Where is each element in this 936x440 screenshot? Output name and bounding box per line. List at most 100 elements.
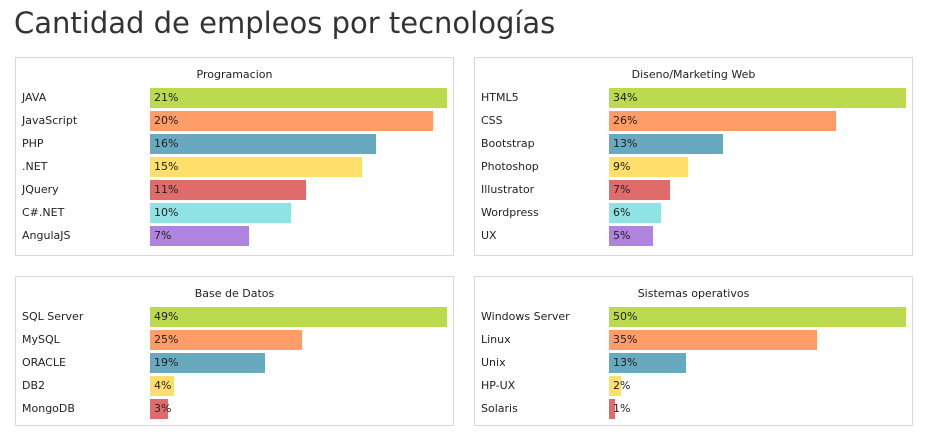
bar-row-javascript: JavaScript 20% (16, 111, 453, 131)
data-label: 25% (154, 333, 179, 346)
data-label: 34% (613, 91, 638, 104)
bar: 2% (609, 376, 630, 396)
data-label: 11% (154, 183, 179, 196)
bar: 35% (609, 330, 817, 350)
bar: 25% (150, 330, 302, 350)
category-label: Unix (481, 356, 506, 369)
bar: 20% (150, 111, 433, 131)
chart-panel-diseno-marketing-web: Diseno/Marketing Web HTML5 34% CSS 26% Boots… (474, 57, 913, 256)
data-label: 15% (154, 160, 179, 173)
category-label: PHP (22, 137, 44, 150)
category-label: SQL Server (22, 310, 84, 323)
data-label: 13% (613, 137, 638, 150)
category-label: DB2 (22, 379, 46, 392)
data-label: 7% (154, 229, 172, 242)
bar-row-html5: HTML5 34% (475, 88, 912, 108)
bar: 26% (609, 111, 836, 131)
bar: 7% (609, 180, 670, 200)
data-label: 19% (154, 356, 179, 369)
bar: 1% (609, 399, 630, 419)
bar-row-illustrator: Illustrator 7% (475, 180, 912, 200)
data-label: 13% (613, 356, 638, 369)
category-label: Linux (481, 333, 511, 346)
category-label: HP-UX (481, 379, 516, 392)
data-label: 1% (613, 402, 631, 415)
bar-row-ux: UX 5% (475, 226, 912, 246)
category-label: JQuery (22, 183, 59, 196)
bar-row-linux: Linux 35% (475, 330, 912, 350)
bar-row-oracle: ORACLE 19% (16, 353, 453, 373)
data-label: 3% (154, 402, 172, 415)
category-label: Solaris (481, 402, 518, 415)
bar-row-bootstrap: Bootstrap 13% (475, 134, 912, 154)
category-label: Windows Server (481, 310, 570, 323)
category-label: JavaScript (22, 114, 78, 127)
category-label: HTML5 (481, 91, 519, 104)
bar-row-net: .NET 15% (16, 157, 453, 177)
bar-row-php: PHP 16% (16, 134, 453, 154)
bar: 50% (609, 307, 906, 327)
bar-row-mongodb: MongoDB 3% (16, 399, 453, 419)
bar: 7% (150, 226, 249, 246)
data-label: 4% (154, 379, 172, 392)
bar: 15% (150, 157, 362, 177)
bar-row-mysql: MySQL 25% (16, 330, 453, 350)
chart-title: Sistemas operativos (637, 287, 750, 300)
chart-panel-base-de-datos: Base de Datos SQL Server 49% MySQL 25% ORACL… (15, 276, 454, 426)
chart-title: Diseno/Marketing Web (631, 68, 756, 81)
chart-title: Programacion (196, 68, 273, 81)
data-label: 50% (613, 310, 638, 323)
bar-row-java: JAVA 21% (16, 88, 453, 108)
category-label: Photoshop (481, 160, 539, 173)
page-title: Cantidad de empleos por tecnologías (14, 6, 556, 40)
bar-row-jquery: JQuery 11% (16, 180, 453, 200)
category-label: CSS (481, 114, 503, 127)
bar: 34% (609, 88, 906, 108)
category-label: .NET (22, 160, 48, 173)
bar-row-css: CSS 26% (475, 111, 912, 131)
data-label: 6% (613, 206, 631, 219)
category-label: ORACLE (22, 356, 66, 369)
bar: 10% (150, 203, 291, 223)
bar-row-sql-server: SQL Server 49% (16, 307, 453, 327)
bar: 11% (150, 180, 306, 200)
category-label: MySQL (22, 333, 60, 346)
data-label: 20% (154, 114, 179, 127)
data-label: 21% (154, 91, 179, 104)
bar: 5% (609, 226, 653, 246)
category-label: MongoDB (22, 402, 75, 415)
bar-row-angulajs: AngulaJS 7% (16, 226, 453, 246)
category-label: C#.NET (22, 206, 65, 219)
bar: 13% (609, 134, 723, 154)
chart-panel-programacion: Programacion JAVA 21% JavaScript 20% PHP 16%.… (15, 57, 454, 256)
bar: 49% (150, 307, 447, 327)
data-label: 26% (613, 114, 638, 127)
category-label: Illustrator (481, 183, 535, 196)
data-label: 7% (613, 183, 631, 196)
bar: 6% (609, 203, 661, 223)
bar-row-db2: DB2 4% (16, 376, 453, 396)
category-label: Bootstrap (481, 137, 535, 150)
bar-row-hp-ux: HP-UX 2% (475, 376, 912, 396)
data-label: 16% (154, 137, 179, 150)
bar: 21% (150, 88, 447, 108)
bar-row-photoshop: Photoshop 9% (475, 157, 912, 177)
bar-row-solaris: Solaris 1% (475, 399, 912, 419)
bar-row-c-net: C#.NET 10% (16, 203, 453, 223)
category-label: Wordpress (481, 206, 539, 219)
bar-row-windows-server: Windows Server 50% (475, 307, 912, 327)
bar-row-unix: Unix 13% (475, 353, 912, 373)
bar: 19% (150, 353, 265, 373)
chart-title: Base de Datos (194, 287, 275, 300)
category-label: JAVA (22, 91, 47, 104)
chart-panel-sistemas-operativos: Sistemas operativos Windows Server 50% Lin… (474, 276, 913, 426)
data-label: 9% (613, 160, 631, 173)
bar: 4% (150, 376, 174, 396)
bar: 9% (609, 157, 688, 177)
bar: 13% (609, 353, 686, 373)
data-label: 5% (613, 229, 631, 242)
bar: 16% (150, 134, 376, 154)
data-label: 35% (613, 333, 638, 346)
category-label: AngulaJS (22, 229, 71, 242)
data-label: 2% (613, 379, 631, 392)
